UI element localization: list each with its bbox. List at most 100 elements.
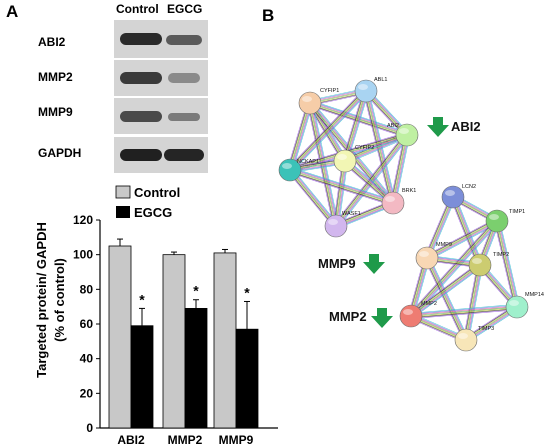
node-highlight bbox=[403, 309, 413, 315]
node-mmp9 bbox=[415, 246, 439, 270]
highlight-label-mmp2: MMP2 bbox=[329, 309, 367, 324]
y-axis-label: Targeted protein/ GAPDH (% of control) bbox=[34, 222, 67, 378]
network-edge-strand bbox=[411, 221, 498, 317]
network-edge-strand bbox=[288, 89, 365, 169]
network-edge-strand bbox=[429, 197, 456, 260]
band-mmp9-egcg bbox=[168, 113, 200, 121]
network-edge-strand bbox=[289, 169, 337, 227]
node-label-lcn2: LCN2 bbox=[462, 184, 476, 190]
band-gapdh-egcg bbox=[164, 149, 204, 161]
network-edge-strand bbox=[497, 220, 519, 307]
network-edge-strand bbox=[451, 197, 479, 266]
legend-label-egcg: EGCG bbox=[134, 205, 172, 220]
network-edge-strand bbox=[342, 90, 365, 161]
node-abl1 bbox=[354, 79, 378, 103]
blot-abi2 bbox=[114, 20, 208, 58]
network-edge-strand bbox=[411, 309, 518, 319]
node-label-mmp14: MMP14 bbox=[525, 292, 544, 298]
network-edge-strand bbox=[410, 305, 517, 316]
network-edge-strand bbox=[425, 258, 465, 341]
node-cyfip1 bbox=[298, 91, 322, 115]
bar-egcg-mmp9 bbox=[235, 328, 259, 429]
network-edge-strand bbox=[393, 135, 409, 204]
x-tick-label-mmp2: MMP2 bbox=[168, 433, 203, 447]
band-mmp2-control bbox=[120, 72, 162, 84]
network-edge-strand bbox=[290, 167, 394, 201]
network-edge-strand bbox=[287, 171, 335, 228]
blot-row-label-abi2: ABI2 bbox=[38, 35, 66, 49]
network-edge-strand bbox=[429, 256, 469, 339]
network-edge-strand bbox=[499, 220, 520, 307]
node-cyfip2 bbox=[333, 149, 357, 173]
network-edge-strand bbox=[290, 103, 312, 171]
down-arrow-icon bbox=[363, 254, 385, 274]
network-edge-strand bbox=[366, 90, 395, 203]
network-edge-strand bbox=[426, 220, 498, 259]
network-edge-strand bbox=[426, 257, 467, 341]
node-label-abl1: ABL1 bbox=[374, 77, 387, 83]
network-edge-strand bbox=[494, 221, 515, 308]
network-edge-strand bbox=[410, 304, 517, 314]
network-edge-strand bbox=[394, 135, 410, 204]
network-edge-strand bbox=[287, 102, 309, 170]
blot-row-label-mmp2: MMP2 bbox=[38, 70, 73, 84]
network-edge-strand bbox=[343, 90, 366, 161]
blot-column-egcg: EGCG bbox=[167, 2, 203, 16]
significance-marker: * bbox=[139, 291, 145, 307]
network-edge-strand bbox=[391, 134, 407, 203]
node-highlight bbox=[472, 258, 482, 264]
node-label-cyfip1: CYFIP1 bbox=[320, 88, 339, 94]
bar-control-mmp9 bbox=[213, 252, 237, 429]
network-edge-strand bbox=[410, 264, 480, 316]
network-edge-strand bbox=[409, 263, 480, 315]
bar-egcg-mmp2 bbox=[184, 307, 208, 429]
node-mmp14 bbox=[505, 295, 529, 319]
node-label-cyfip2: CYFIP2 bbox=[355, 145, 374, 151]
network-edge-strand bbox=[428, 257, 468, 340]
network-edge-strand bbox=[466, 265, 482, 341]
down-arrow-icon bbox=[371, 308, 393, 328]
network-edge-strand bbox=[426, 219, 497, 257]
node-nckap1 bbox=[278, 158, 302, 182]
node-highlight bbox=[385, 196, 395, 202]
node-highlight bbox=[458, 333, 468, 339]
significance-marker: * bbox=[244, 284, 250, 300]
highlight-label-mmp9: MMP9 bbox=[318, 256, 356, 271]
network-edge-strand bbox=[345, 137, 409, 164]
network-edge-strand bbox=[455, 195, 483, 265]
network-edge-strand bbox=[290, 168, 394, 203]
node-timp2 bbox=[468, 253, 492, 277]
node-label-mmp2: MMP2 bbox=[421, 301, 437, 307]
node-highlight bbox=[302, 96, 312, 102]
y-tick-label: 80 bbox=[80, 282, 94, 296]
network-edge-strand bbox=[412, 266, 482, 319]
blot-column-control: Control bbox=[116, 2, 159, 16]
significance-marker: * bbox=[193, 283, 199, 299]
network-edge-strand bbox=[392, 134, 408, 204]
network-edge-strand bbox=[291, 92, 369, 173]
node-label-wasf1: WASF1 bbox=[342, 211, 361, 217]
node-highlight bbox=[509, 300, 519, 306]
network-edge-strand bbox=[289, 172, 393, 206]
bar-control-abi2 bbox=[108, 245, 132, 429]
network-edge-strand bbox=[408, 218, 496, 315]
y-tick-label: 0 bbox=[86, 421, 93, 435]
network-edge-strand bbox=[410, 220, 498, 317]
bar-egcg-abi2 bbox=[130, 325, 154, 429]
network-edge-strand bbox=[411, 266, 482, 318]
network-edge-strand bbox=[427, 221, 498, 260]
network-edge-strand bbox=[390, 134, 406, 203]
legend-swatch-control bbox=[115, 185, 131, 199]
highlight-label-abi2: ABI2 bbox=[451, 119, 481, 134]
x-tick-label-mmp9: MMP9 bbox=[219, 433, 254, 447]
network-edge-strand bbox=[411, 308, 518, 319]
network-edge-strand bbox=[454, 196, 482, 265]
network-edge-strand bbox=[411, 265, 481, 317]
bar-control-mmp2 bbox=[162, 254, 186, 429]
network-edge-strand bbox=[289, 132, 407, 168]
network-edge-strand bbox=[411, 307, 518, 318]
network-edge-strand bbox=[287, 102, 308, 170]
node-label-timp1: TIMP1 bbox=[509, 209, 525, 215]
y-tick-label: 60 bbox=[80, 317, 94, 331]
node-lcn2 bbox=[441, 185, 465, 209]
